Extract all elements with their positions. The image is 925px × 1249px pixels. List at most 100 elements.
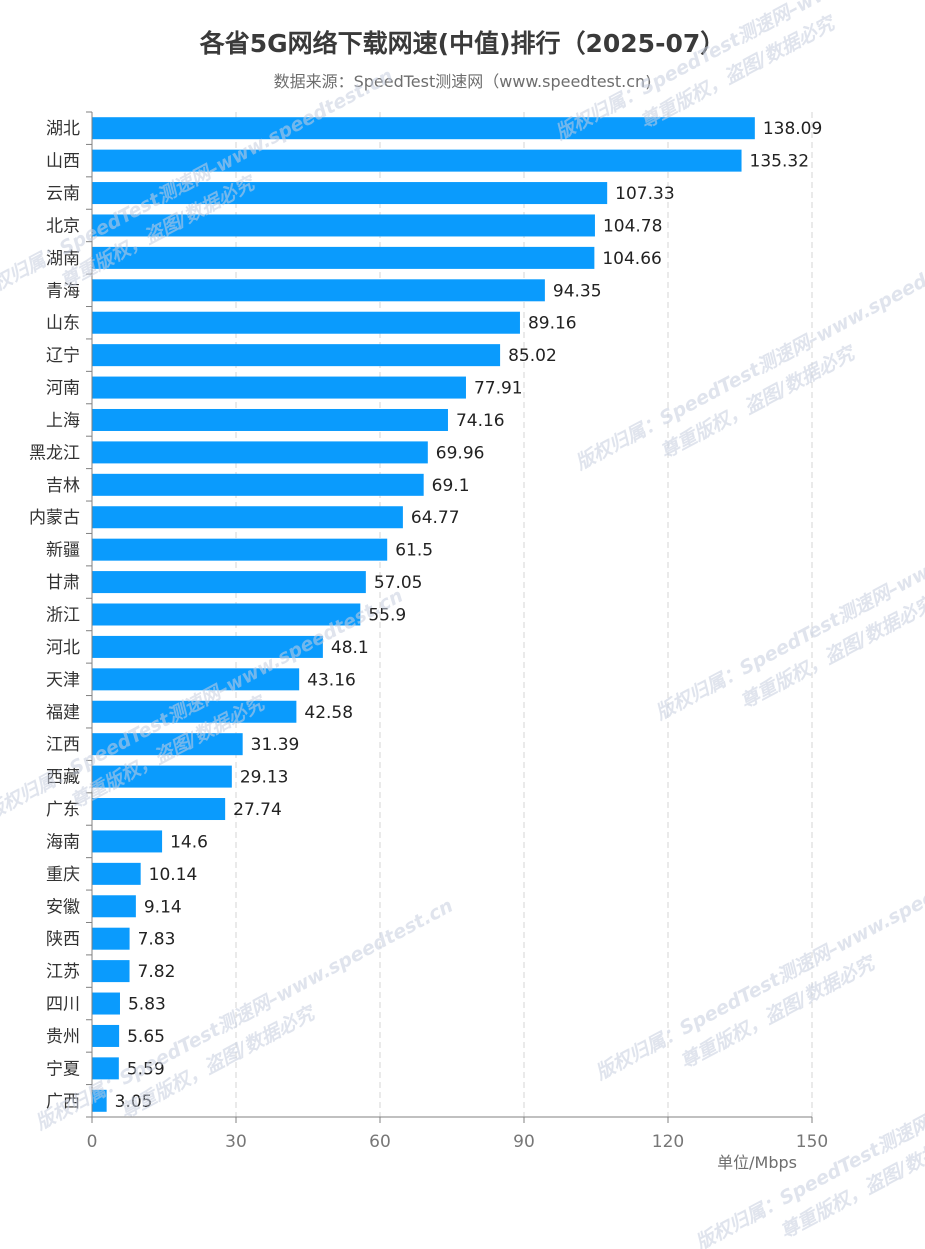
watermark-text: 版权归属：SpeedTest测速网–www.speedtest.cn尊重版权，盗… [551, 0, 925, 145]
category-label: 内蒙古 [29, 508, 80, 528]
bar-value-label: 89.16 [528, 314, 577, 334]
category-label: 贵州 [46, 1027, 80, 1047]
category-label: 河南 [46, 379, 80, 399]
bar-value-label: 94.35 [553, 281, 602, 301]
bar-value-label: 48.1 [331, 638, 369, 658]
bar [92, 344, 501, 367]
bar [92, 700, 297, 723]
bar-value-label: 135.32 [750, 152, 809, 172]
bar [92, 960, 130, 983]
bar-value-label: 85.02 [508, 346, 557, 366]
bar-value-label: 77.91 [474, 379, 523, 399]
bar [92, 733, 243, 756]
bar-value-label: 9.14 [144, 897, 182, 917]
bar [92, 473, 424, 496]
category-label: 陕西 [46, 930, 80, 950]
category-label: 江苏 [46, 962, 80, 982]
bar-value-label: 3.05 [115, 1092, 153, 1112]
bar-value-label: 61.5 [395, 541, 433, 561]
bar-value-label: 74.16 [456, 411, 505, 431]
bar-value-label: 27.74 [233, 800, 282, 820]
category-label: 北京 [46, 216, 80, 236]
bar-value-label: 5.83 [128, 995, 166, 1015]
x-tick-label: 150 [796, 1132, 828, 1152]
bar [92, 668, 300, 691]
category-label: 江西 [46, 735, 80, 755]
bar-value-label: 138.09 [763, 119, 822, 139]
bar [92, 992, 120, 1015]
bar [92, 311, 520, 334]
bar [92, 182, 608, 205]
bar [92, 408, 448, 431]
category-label: 黑龙江 [29, 443, 80, 463]
bar [92, 279, 545, 302]
bar-value-label: 7.83 [138, 930, 176, 950]
bar [92, 603, 361, 626]
category-label: 广东 [46, 800, 80, 820]
chart-subtitle: 数据来源：SpeedTest测速网（www.speedtest.cn) [273, 72, 652, 91]
category-label: 重庆 [46, 865, 80, 885]
bar [92, 765, 232, 788]
category-label: 山东 [46, 314, 80, 334]
bar-value-label: 7.82 [138, 962, 176, 982]
bar [92, 214, 595, 237]
watermark-line1: 版权归属：SpeedTest测速网–www.speedtest.cn [591, 845, 925, 1085]
bar-value-label: 57.05 [374, 573, 423, 593]
bar [92, 798, 226, 821]
x-tick-label: 60 [369, 1132, 391, 1152]
bar-value-label: 107.33 [615, 184, 674, 204]
bar [92, 149, 742, 172]
bar [92, 441, 428, 464]
x-tick-label: 0 [87, 1132, 98, 1152]
bar [92, 635, 323, 658]
bar-value-label: 10.14 [149, 865, 198, 885]
bar [92, 571, 366, 594]
category-label: 四川 [46, 995, 80, 1015]
category-label: 湖北 [46, 119, 80, 139]
bar-value-label: 29.13 [240, 768, 289, 788]
bar [92, 246, 595, 269]
x-tick-label: 120 [652, 1132, 684, 1152]
y-axis: 湖北山西云南北京湖南青海山东辽宁河南上海黑龙江吉林内蒙古新疆甘肃浙江河北天津福建… [29, 111, 93, 1118]
category-label: 安徽 [46, 897, 80, 917]
category-label: 河北 [46, 638, 80, 658]
category-label: 甘肃 [46, 573, 80, 593]
x-tick-label: 90 [513, 1132, 535, 1152]
category-label: 天津 [46, 670, 80, 690]
watermark-text: 版权归属：SpeedTest测速网–www.speedtest.cn尊重版权，盗… [571, 235, 925, 475]
category-label: 山西 [46, 152, 80, 172]
category-label: 上海 [46, 411, 80, 431]
category-label: 云南 [46, 184, 80, 204]
bar-value-label: 43.16 [307, 670, 356, 690]
bar-value-label: 14.6 [170, 832, 208, 852]
x-tick-label: 30 [225, 1132, 247, 1152]
category-label: 吉林 [46, 476, 80, 496]
bar [92, 1057, 119, 1080]
category-label: 辽宁 [46, 346, 80, 366]
chart-title: 各省5G网络下载网速(中值)排行（2025-07） [199, 29, 726, 58]
category-label: 福建 [46, 703, 80, 723]
bar [92, 862, 141, 885]
category-label: 青海 [46, 281, 80, 301]
bar [92, 117, 755, 140]
bar-value-label: 104.66 [602, 249, 661, 269]
category-label: 新疆 [46, 541, 80, 561]
category-label: 广西 [46, 1092, 80, 1112]
bar [92, 506, 403, 529]
bar [92, 1024, 120, 1047]
category-label: 西藏 [46, 768, 80, 788]
watermark-text: 版权归属：SpeedTest测速网–www.speedtest.cn尊重版权，盗… [651, 485, 925, 725]
bar [92, 376, 466, 399]
watermark-text: 版权归属：SpeedTest测速网–www.speedtest.cn尊重版权，盗… [591, 845, 925, 1085]
bar-value-label: 55.9 [368, 606, 406, 626]
x-axis-title: 单位/Mbps [717, 1153, 797, 1172]
bar-value-label: 5.59 [127, 1059, 165, 1079]
bar-value-label: 42.58 [304, 703, 353, 723]
bar-value-label: 69.1 [432, 476, 470, 496]
bar [92, 1089, 107, 1112]
category-label: 浙江 [46, 606, 80, 626]
bar-value-label: 5.65 [127, 1027, 165, 1047]
bar [92, 895, 136, 918]
